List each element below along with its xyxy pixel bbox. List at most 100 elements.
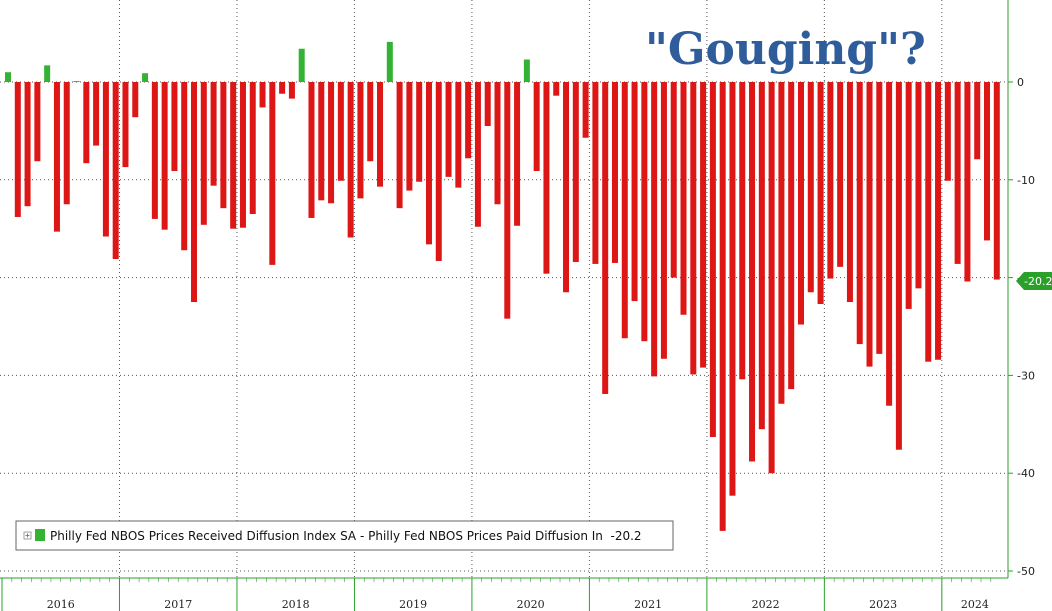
y-tick-labels: 0-10-20-30-40-50 [1008,76,1035,578]
bar [984,82,990,241]
y-tick-label: 0 [1017,76,1024,89]
bars [5,41,1000,531]
y-tick-label: -50 [1017,565,1035,578]
bar [357,82,364,199]
bar [866,82,873,367]
bar [210,82,217,186]
bar [230,82,237,229]
bar [474,82,481,227]
bar [543,82,550,274]
y-tick-label: -40 [1017,467,1035,480]
bar [797,82,804,325]
legend: Philly Fed NBOS Prices Received Diffusio… [15,520,674,551]
bar [611,82,618,263]
bar [93,82,100,146]
gridlines [0,0,1008,578]
bar [425,82,432,245]
bar [641,82,648,342]
bar [827,82,834,279]
bar [14,82,21,217]
bar [200,82,207,225]
bar [935,82,942,360]
x-tick-label: 2024 [961,598,989,611]
bar [993,82,1000,280]
bar [63,82,70,205]
bar [876,82,883,354]
bar [660,82,667,359]
bar [308,82,315,218]
bar [533,82,540,171]
bar [837,82,844,267]
bar [396,82,403,209]
bar [944,82,951,181]
bar [435,82,442,261]
bar [925,82,932,362]
bar [915,82,922,289]
bar [406,82,413,191]
bar [386,41,393,82]
bar [846,82,853,303]
bar [523,59,530,82]
bar [132,82,139,118]
bar [582,82,589,138]
bar [905,82,912,309]
bar [122,82,129,168]
bar [680,82,687,315]
bar [807,82,814,293]
bar [974,82,981,160]
bar [259,82,266,108]
last-value-badge: -20.2 [1016,272,1052,290]
bar [288,82,295,99]
bar [719,82,726,531]
bar [465,82,472,159]
bar [788,82,795,390]
bar [112,82,119,260]
chart-annotation: "Gouging"? [645,24,926,75]
legend-label: Philly Fed NBOS Prices Received Diffusio… [50,529,642,543]
bar [700,82,707,368]
bar [856,82,863,345]
bar [484,82,491,127]
bar [377,82,384,187]
bar [817,82,824,305]
bar [337,82,344,181]
bar [73,81,80,82]
bar [367,82,374,162]
bar [5,72,11,82]
bar [44,65,51,82]
bar [553,82,560,96]
bar [445,82,452,177]
bar [768,82,775,474]
bar [964,82,971,282]
x-tick-labels: 2016 2017 2018 2019 2020 2021 2022 2023 2024 [1,578,992,611]
bar [347,82,354,238]
bar [34,82,41,162]
legend-swatch [35,529,45,541]
y-tick-label: -10 [1017,174,1035,187]
bar [514,82,521,226]
bar [778,82,785,404]
x-tick-label: 2020 [517,598,545,611]
x-tick-label: 2021 [634,598,662,611]
bar [895,82,902,450]
bar [739,82,746,380]
bar [709,82,716,438]
bar [220,82,227,209]
bar [592,82,599,264]
bar [239,82,246,228]
bar [631,82,638,302]
bar [142,73,149,82]
bar [328,82,335,204]
bar [171,82,178,171]
bar [602,82,609,394]
x-tick-label: 2017 [164,598,192,611]
bar [886,82,893,406]
bar [151,82,158,219]
x-tick-label: 2016 [47,598,75,611]
bar [729,82,736,496]
bar [494,82,501,205]
bar [563,82,570,293]
bar [572,82,579,262]
bar [504,82,511,319]
bar [298,48,305,82]
